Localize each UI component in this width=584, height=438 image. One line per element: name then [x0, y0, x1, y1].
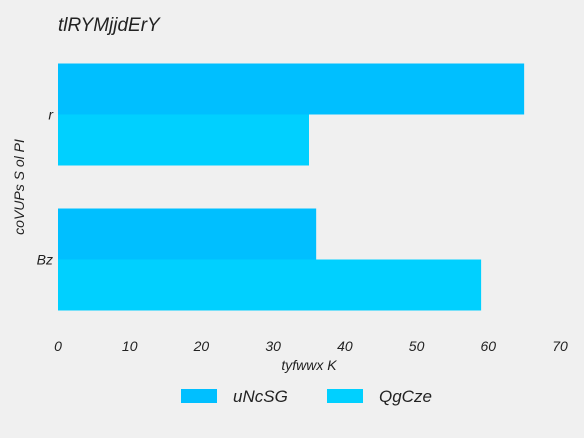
x-tick-label: 70: [552, 338, 568, 354]
y-tick-label: Bz: [37, 252, 53, 268]
bar-uNcSG-r: [58, 63, 525, 115]
bar-uNcSG-Bz: [58, 208, 317, 260]
x-tick-label: 10: [122, 338, 138, 354]
legend-label: QgCze: [379, 387, 432, 406]
x-tick-label: 0: [54, 338, 62, 354]
y-tick-label: r: [48, 107, 54, 123]
legend-label: uNcSG: [233, 387, 288, 406]
bar-QgCze-Bz: [58, 259, 482, 311]
legend-swatch-uNcSG: [181, 389, 217, 403]
x-tick-label: 50: [409, 338, 425, 354]
chart-title: tlRYMjjdErY: [58, 15, 161, 36]
bar-QgCze-r: [58, 114, 309, 166]
legend: uNcSG QgCze: [181, 387, 432, 406]
x-tick-label: 60: [480, 338, 496, 354]
x-tick-label: 30: [265, 338, 281, 354]
x-tick-label: 40: [337, 338, 353, 354]
legend-swatch-QgCze: [327, 389, 363, 403]
y-axis-label: coVUPs S ol PI: [11, 139, 27, 235]
x-axis-label: tyfwwx K: [281, 357, 337, 373]
x-tick-label: 20: [193, 338, 210, 354]
x-tick-labels: 0 10 20 30 40 50 60 70: [54, 338, 568, 354]
bars-group: [58, 63, 525, 311]
y-tick-labels: r Bz: [37, 107, 55, 268]
